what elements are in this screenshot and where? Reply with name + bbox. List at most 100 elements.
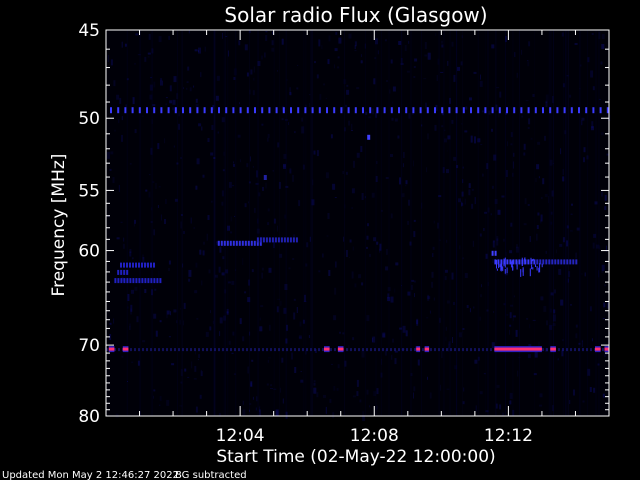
noise-pixel <box>399 177 401 185</box>
noise-pixel <box>603 301 605 308</box>
noise-pixel <box>345 250 348 257</box>
emission-mark <box>466 348 468 352</box>
noise-pixel <box>552 96 554 103</box>
noise-pixel <box>589 387 592 392</box>
noise-pixel <box>486 163 489 170</box>
noise-pixel <box>475 405 477 412</box>
emission-mark <box>518 259 521 265</box>
emission-mark <box>150 278 153 284</box>
noise-pixel <box>545 250 547 254</box>
emission-mark <box>156 278 159 284</box>
noise-stripe <box>438 30 440 416</box>
emission-mark <box>534 107 537 114</box>
noise-pixel <box>184 368 187 372</box>
noise-pixel <box>197 359 199 361</box>
noise-pixel <box>189 87 192 92</box>
emission-mark <box>530 259 533 265</box>
noise-stripe <box>227 30 229 416</box>
noise-pixel <box>591 33 594 35</box>
noise-pixel <box>469 308 471 313</box>
emission-mark <box>504 257 506 268</box>
noise-pixel <box>557 358 559 361</box>
noise-stripe <box>421 30 423 416</box>
noise-pixel <box>562 176 565 182</box>
emission-mark <box>246 107 249 114</box>
noise-pixel <box>481 284 482 288</box>
noise-pixel <box>356 379 359 387</box>
emission-mark <box>229 240 232 246</box>
emission-mark <box>232 240 235 246</box>
emission-mark <box>235 240 238 246</box>
noise-pixel <box>581 339 583 342</box>
noise-pixel <box>546 320 548 326</box>
noise-pixel <box>379 248 381 253</box>
emission-mark <box>182 107 184 114</box>
noise-pixel <box>411 279 415 282</box>
noise-pixel <box>226 311 229 314</box>
noise-pixel <box>348 33 352 39</box>
noise-pixel <box>298 335 302 340</box>
noise-pixel <box>351 271 354 279</box>
noise-pixel <box>528 41 531 47</box>
emission-mark <box>340 107 343 114</box>
noise-pixel <box>187 376 190 378</box>
noise-pixel <box>337 66 340 69</box>
noise-pixel <box>255 182 259 185</box>
y-tick-label: 45 <box>78 21 100 41</box>
noise-pixel <box>431 271 434 278</box>
noise-pixel <box>131 361 134 363</box>
noise-pixel <box>462 166 464 169</box>
emission-mark <box>551 259 554 265</box>
noise-pixel <box>385 177 389 179</box>
noise-pixel <box>176 93 179 100</box>
noise-stripe <box>212 30 214 416</box>
noise-stripe <box>223 30 225 416</box>
noise-pixel <box>397 135 400 139</box>
noise-pixel <box>581 117 585 121</box>
emission-mark <box>138 348 140 352</box>
noise-pixel <box>297 64 299 66</box>
noise-pixel <box>510 143 513 146</box>
emission-mark <box>496 268 498 271</box>
noise-pixel <box>312 179 314 186</box>
emission-mark <box>491 107 494 114</box>
noise-pixel <box>581 120 583 126</box>
noise-pixel <box>353 160 355 168</box>
noise-pixel <box>222 256 225 260</box>
noise-pixel <box>200 369 202 371</box>
noise-pixel <box>474 197 476 205</box>
emission-mark <box>542 259 545 265</box>
noise-pixel <box>281 38 284 45</box>
noise-pixel <box>223 241 224 248</box>
noise-pixel <box>327 213 330 219</box>
noise-pixel <box>250 382 253 387</box>
noise-pixel <box>509 312 512 319</box>
noise-pixel <box>527 127 530 129</box>
noise-pixel <box>372 336 376 343</box>
noise-stripe <box>550 30 552 416</box>
emission-mark <box>548 259 551 265</box>
hot-bursts <box>108 346 609 353</box>
noise-pixel <box>215 95 219 101</box>
noise-pixel <box>206 233 208 241</box>
noise-stripe <box>273 30 275 416</box>
noise-pixel <box>368 116 372 119</box>
noise-pixel <box>308 335 310 338</box>
noise-pixel <box>392 101 394 104</box>
noise-pixel <box>239 318 242 325</box>
noise-pixel <box>359 399 362 403</box>
noise-pixel <box>440 384 441 391</box>
noise-stripe <box>344 30 345 416</box>
noise-pixel <box>285 411 288 419</box>
noise-pixel <box>332 412 335 419</box>
noise-pixel <box>504 273 508 276</box>
emission-mark <box>502 266 504 272</box>
noise-pixel <box>361 350 365 358</box>
noise-pixel <box>279 253 283 258</box>
noise-pixel <box>346 84 349 87</box>
noise-pixel <box>505 36 507 43</box>
noise-stripe <box>548 30 550 416</box>
noise-pixel <box>129 163 132 165</box>
noise-pixel <box>294 367 297 373</box>
noise-pixel <box>331 363 333 365</box>
